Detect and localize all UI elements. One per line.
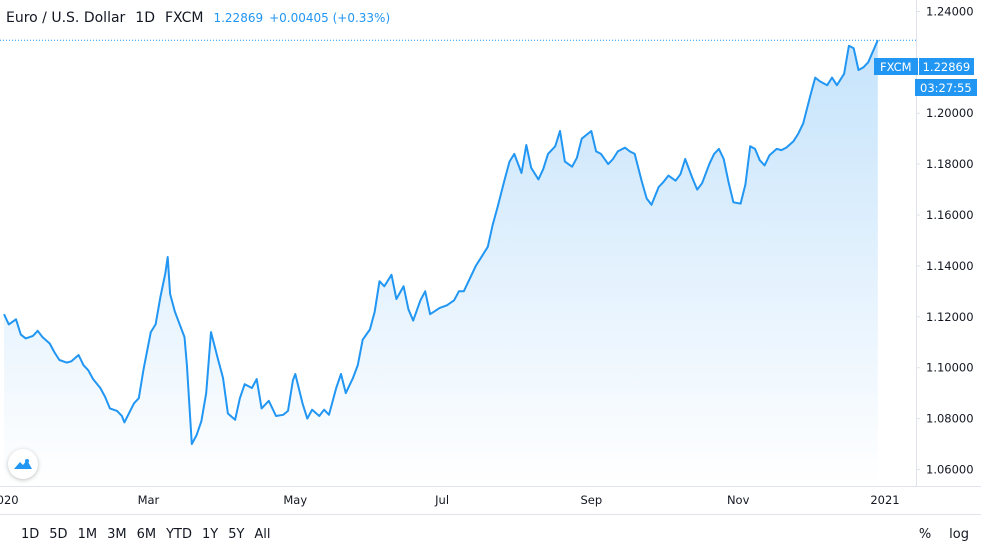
y-tick-label: 1.18000 [926,157,974,171]
x-tick-label: 2020 [0,493,19,507]
range-button-ytd[interactable]: YTD [161,527,197,542]
price-tag-value: 1.22869 [918,58,975,75]
y-tick-label: 1.14000 [926,259,974,273]
y-tick-label: 1.08000 [926,412,974,426]
chart-legend: Euro / U.S. Dollar 1D FXCM 1.22869 +0.00… [6,10,390,26]
percent-scale-button[interactable]: % [918,527,932,542]
range-button-3m[interactable]: 3M [102,527,132,542]
bar-countdown: 03:27:55 [915,79,977,96]
symbol-name: Euro / U.S. Dollar [6,10,126,26]
price-chart[interactable]: 1.06000 1.08000 1.10000 1.12000 1.14000 1.160… [0,0,981,514]
x-tick-label: May [283,493,307,507]
y-tick-label: 1.12000 [926,310,974,324]
price-change: +0.00405 (+0.33%) [269,11,391,25]
x-tick-label: 2021 [870,493,899,507]
log-scale-button[interactable]: log [949,527,969,542]
tradingview-logo-icon[interactable] [8,449,38,479]
y-tick-label: 1.16000 [926,208,974,222]
y-tick-label: 1.06000 [926,462,974,476]
range-button-1y[interactable]: 1Y [197,527,223,542]
y-tick-label: 1.24000 [926,4,974,18]
date-range-buttons: 1D 5D 1M 3M 6M YTD 1Y 5Y All [16,527,276,542]
price-tag-source: FXCM [874,58,918,75]
scale-buttons: % log [919,527,969,542]
range-button-5y[interactable]: 5Y [223,527,249,542]
interval-label[interactable]: 1D [135,10,155,26]
range-button-6m[interactable]: 6M [132,527,162,542]
range-button-1d[interactable]: 1D [16,527,44,542]
series-line [3,39,879,445]
x-tick-label: Nov [727,493,750,507]
last-price-tag: FXCM 1.22869 [874,58,975,75]
range-button-5d[interactable]: 5D [44,527,72,542]
range-button-1m[interactable]: 1M [73,527,103,542]
series-area-fill [4,40,878,486]
y-tick-label: 1.20000 [926,106,974,120]
last-price: 1.22869 [213,11,264,25]
range-button-all[interactable]: All [249,527,275,542]
x-tick-label: Jul [434,493,449,507]
x-tick-label: Mar [138,493,160,507]
source-label: FXCM [164,10,204,26]
bottom-toolbar: 1D 5D 1M 3M 6M YTD 1Y 5Y All % log [0,514,981,555]
x-tick-label: Sep [580,493,602,507]
y-tick-label: 1.10000 [926,361,974,375]
